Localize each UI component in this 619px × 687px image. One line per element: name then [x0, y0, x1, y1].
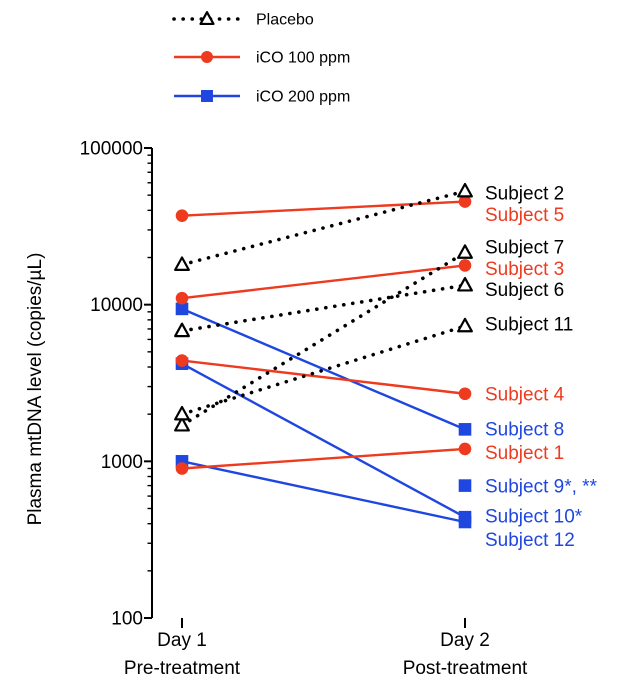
subject-5-point-day1	[175, 209, 189, 222]
subject-1-line	[181, 447, 466, 470]
subject-12-line	[181, 460, 466, 524]
subject-3-point-day2	[458, 259, 472, 272]
label-subject-1: Subject 1	[485, 443, 564, 464]
legend: Placebo iCO 100 ppm iCO 200 ppm	[172, 11, 350, 106]
subject-6-point-day2	[457, 276, 473, 292]
label-subject-9: Subject 9*, **	[485, 477, 598, 498]
subject-11-point-day1	[174, 405, 190, 421]
subject-2-point-day2	[457, 182, 473, 198]
series-markers	[174, 182, 473, 529]
subject-6-point-day1	[174, 322, 190, 338]
subject-5-line	[181, 200, 466, 217]
label-subject-3: Subject 3	[485, 259, 564, 280]
subject-9-point-day2	[458, 479, 472, 492]
subject-7-point-day2	[457, 244, 473, 259]
legend-ico-200-ppm-label: iCO 200 ppm	[256, 89, 350, 106]
x-tick-sublabel-post-treatment: Post-treatment	[403, 658, 528, 679]
label-subject-5: Subject 5	[485, 205, 564, 226]
subject-4-point-day2	[458, 387, 472, 401]
legend-ico-100-ppm-label: iCO 100 ppm	[256, 50, 350, 67]
subject-7-point-day1	[174, 416, 190, 432]
y-axis-label: Plasma mtDNA level (copies/µL)	[25, 253, 46, 526]
subject-8-point-day1	[175, 302, 189, 316]
subject-8-point-day2	[458, 423, 472, 436]
x-axis: Day 1 Pre-treatment Day 2 Post-treatment	[124, 618, 528, 679]
subject-7-line	[180, 250, 467, 428]
y-tick-label-10000: 10000	[90, 295, 143, 316]
y-tick-label-1000: 1000	[101, 452, 143, 473]
y-tick-label-100: 100	[111, 609, 143, 630]
legend-ico-100-ppm-marker	[201, 51, 213, 63]
subject-2-point-day1	[174, 256, 190, 271]
subject-5-point-day2	[458, 195, 472, 208]
label-subject-8: Subject 8	[485, 420, 564, 441]
label-subject-2: Subject 2	[485, 183, 564, 204]
label-subject-4: Subject 4	[485, 384, 565, 405]
subject-11-point-day2	[457, 317, 473, 333]
subject-3-line	[181, 264, 466, 300]
subject-8-line	[181, 307, 466, 431]
subject-2-line	[180, 189, 467, 267]
subject-4-line	[181, 359, 466, 395]
x-tick-sublabel-pre-treatment: Pre-treatment	[124, 658, 241, 679]
x-tick-label-day-1: Day 1	[157, 630, 207, 651]
legend-placebo-label: Placebo	[256, 12, 314, 29]
legend-ico-200-ppm-marker	[201, 90, 213, 102]
y-axis: 100 1000 10000 100000 Plasma mtDNA level (co…	[25, 139, 153, 630]
label-subject-11: Subject 11	[485, 314, 573, 335]
series-lines	[180, 189, 467, 524]
subject-4-point-day1	[175, 354, 189, 367]
label-subject-7: Subject 7	[485, 238, 564, 259]
subject-1-point-day1	[175, 462, 189, 475]
subject-12-point-day2	[458, 515, 472, 529]
subject-3-point-day1	[175, 291, 189, 305]
subject-1-point-day2	[458, 442, 472, 456]
subject-10-line	[181, 362, 466, 519]
legend-placebo-marker	[199, 11, 215, 26]
y-tick-label-100000: 100000	[80, 139, 143, 160]
label-subject-10: Subject 10*	[485, 507, 583, 528]
x-tick-label-day-2: Day 2	[440, 630, 490, 651]
subject-11-line	[180, 324, 467, 416]
label-subject-6: Subject 6	[485, 280, 564, 301]
label-subject-12: Subject 12	[485, 530, 575, 551]
